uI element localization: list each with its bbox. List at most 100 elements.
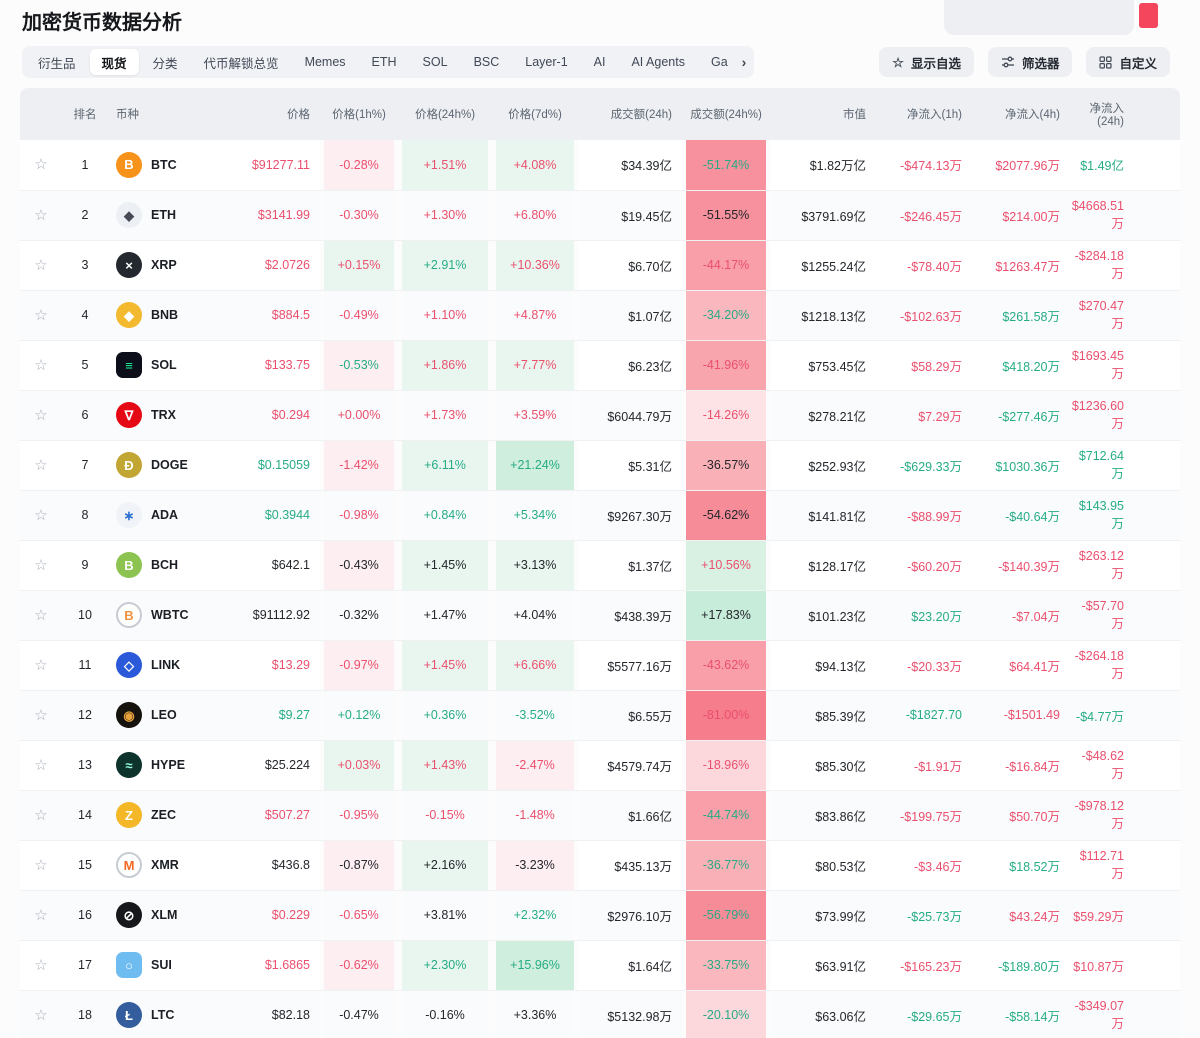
table-row[interactable]: ☆ 15 M XMR $436.8 -0.87% +2.16% -3.23% $435.13万 -… bbox=[20, 840, 1180, 891]
table-row[interactable]: ☆ 11 ◇ LINK $13.29 -0.97% +1.45% +6.66% $5577.16… bbox=[20, 640, 1180, 691]
change-1h-cell: -0.62% bbox=[320, 940, 398, 991]
filter-button[interactable]: 筛选器 bbox=[987, 47, 1073, 77]
tab-ai[interactable]: AI bbox=[582, 49, 618, 75]
favorite-star-icon[interactable]: ☆ bbox=[34, 406, 48, 424]
table-row[interactable]: ☆ 3 × XRP $2.0726 +0.15% +2.91% +10.36% $6.70亿 -4… bbox=[20, 240, 1180, 291]
cell-value: -0.97% bbox=[339, 658, 379, 672]
favorite-star-icon[interactable]: ☆ bbox=[34, 1006, 48, 1024]
favorite-star-icon[interactable]: ☆ bbox=[34, 806, 48, 824]
cell-value: +10.56% bbox=[701, 558, 751, 572]
column-header-market-cap[interactable]: 市值 bbox=[770, 88, 876, 140]
favorite-star-icon[interactable]: ☆ bbox=[34, 956, 48, 974]
favorite-star-icon[interactable]: ☆ bbox=[34, 156, 48, 174]
cell-value: +10.36% bbox=[510, 258, 560, 272]
coin-symbol: XRP bbox=[151, 258, 177, 272]
tab-spot[interactable]: 现货 bbox=[89, 49, 139, 75]
favorite-star-icon[interactable]: ☆ bbox=[34, 606, 48, 624]
tab-gamefi[interactable]: Ga bbox=[699, 49, 740, 75]
table-row[interactable]: ☆ 1 B BTC $91277.11 -0.28% +1.51% +4.08% $34.39亿… bbox=[20, 140, 1180, 191]
favorite-star-icon[interactable]: ☆ bbox=[34, 356, 48, 374]
cell-value: +4.87% bbox=[513, 308, 557, 322]
column-header-change-1h[interactable]: 价格(1h%) bbox=[320, 88, 398, 140]
cell-value: +0.36% bbox=[423, 708, 467, 722]
favorite-star-icon[interactable]: ☆ bbox=[34, 556, 48, 574]
table-row[interactable]: ☆ 10 B WBTC $91112.92 -0.32% +1.47% +4.04% $438.… bbox=[20, 590, 1180, 641]
cell-value: $85.30亿 bbox=[815, 759, 866, 774]
table-row[interactable]: ☆ 9 B BCH $642.1 -0.43% +1.45% +3.13% $1.37亿 +10.… bbox=[20, 540, 1180, 591]
tab-derivatives[interactable]: 衍生品 bbox=[26, 49, 88, 75]
favorite-star-icon[interactable]: ☆ bbox=[34, 906, 48, 924]
volume-change-24h-cell: -20.10% bbox=[682, 990, 770, 1038]
column-header-change-24h[interactable]: 价格(24h%) bbox=[398, 88, 492, 140]
cell-value: $4579.74万 bbox=[607, 759, 672, 774]
cell-value: +0.03% bbox=[337, 758, 381, 772]
favorite-star-icon[interactable]: ☆ bbox=[34, 756, 48, 774]
tab-sol[interactable]: SOL bbox=[411, 49, 460, 75]
netflow-1h-cell: $7.29万 bbox=[876, 390, 972, 441]
table-row[interactable]: ☆ 12 ◉ LEO $9.27 +0.12% +0.36% -3.52% $6.55万 -81.… bbox=[20, 690, 1180, 741]
customize-button[interactable]: 自定义 bbox=[1086, 47, 1170, 77]
tab-layer-1[interactable]: Layer-1 bbox=[513, 49, 579, 75]
column-header-change-7d[interactable]: 价格(7d%) bbox=[492, 88, 578, 140]
price-cell: $3141.99 bbox=[236, 190, 320, 241]
column-header-volume-24h[interactable]: 成交额(24h) bbox=[578, 88, 682, 140]
change-1h-cell: +0.12% bbox=[320, 690, 398, 741]
tab-bsc[interactable]: BSC bbox=[462, 49, 512, 75]
table-row[interactable]: ☆ 7 Ð DOGE $0.15059 -1.42% +6.11% +21.24% $5.31亿… bbox=[20, 440, 1180, 491]
cell-value: +0.00% bbox=[337, 408, 381, 422]
search-box[interactable] bbox=[944, 0, 1134, 35]
search-input[interactable] bbox=[964, 7, 1129, 27]
table-row[interactable]: ☆ 17 ○ SUI $1.6865 -0.62% +2.30% +15.96% $1.64亿 -… bbox=[20, 940, 1180, 991]
column-header-coin[interactable]: 币种 bbox=[108, 88, 236, 140]
column-header-netflow-24h[interactable]: 净流入(24h) bbox=[1070, 88, 1180, 140]
column-header-favorite bbox=[20, 88, 62, 140]
tab-memes[interactable]: Memes bbox=[293, 49, 358, 75]
market-cap-cell: $141.81亿 bbox=[770, 490, 876, 541]
column-header-volume-change-24h[interactable]: 成交额(24h%) bbox=[682, 88, 770, 140]
cell-value: -3.23% bbox=[515, 858, 555, 872]
change-24h-cell: +6.11% bbox=[398, 440, 492, 491]
column-header-netflow-4h[interactable]: 净流入(4h) bbox=[972, 88, 1070, 140]
rank-cell: 12 bbox=[62, 690, 108, 741]
favorite-star-icon[interactable]: ☆ bbox=[34, 656, 48, 674]
market-cap-cell: $128.17亿 bbox=[770, 540, 876, 591]
netflow-24h-cell: -$48.62万 bbox=[1070, 740, 1180, 791]
favorite-star-icon[interactable]: ☆ bbox=[34, 306, 48, 324]
favorite-star-icon[interactable]: ☆ bbox=[34, 706, 48, 724]
favorite-star-icon[interactable]: ☆ bbox=[34, 856, 48, 874]
table-row[interactable]: ☆ 4 ◆ BNB $884.5 -0.49% +1.10% +4.87% $1.07亿 -34.… bbox=[20, 290, 1180, 341]
market-cap-cell: $85.30亿 bbox=[770, 740, 876, 791]
show-favorites-button[interactable]: ☆ 显示自选 bbox=[879, 47, 974, 77]
table-row[interactable]: ☆ 8 ∗ ADA $0.3944 -0.98% +0.84% +5.34% $9267.30万… bbox=[20, 490, 1180, 541]
tab-categories[interactable]: 分类 bbox=[141, 49, 190, 75]
tab-ai-agents[interactable]: AI Agents bbox=[619, 49, 697, 75]
tab-eth[interactable]: ETH bbox=[360, 49, 409, 75]
favorite-star-icon[interactable]: ☆ bbox=[34, 506, 48, 524]
cell-value: -51.74% bbox=[702, 157, 750, 172]
eth-coin-icon: ◆ bbox=[116, 202, 142, 228]
tabs-overflow-chevron-icon[interactable]: › bbox=[741, 54, 747, 70]
favorite-star-icon[interactable]: ☆ bbox=[34, 256, 48, 274]
netflow-4h-cell: -$277.46万 bbox=[972, 390, 1070, 441]
favorite-star-icon[interactable]: ☆ bbox=[34, 456, 48, 474]
change-24h-cell: +1.86% bbox=[398, 340, 492, 391]
favorite-star-icon[interactable]: ☆ bbox=[34, 206, 48, 224]
volume-24h-cell: $6.55万 bbox=[578, 690, 682, 741]
table-row[interactable]: ☆ 18 Ł LTC $82.18 -0.47% -0.16% +3.36% $5132.98万… bbox=[20, 990, 1180, 1038]
cell-value: $1218.13亿 bbox=[801, 309, 866, 324]
column-header-rank[interactable]: 排名 bbox=[62, 88, 108, 140]
sui-coin-icon: ○ bbox=[116, 952, 142, 978]
market-cap-cell: $94.13亿 bbox=[770, 640, 876, 691]
table-row[interactable]: ☆ 14 Z ZEC $507.27 -0.95% -0.15% -1.48% $1.66亿 -4… bbox=[20, 790, 1180, 841]
table-row[interactable]: ☆ 5 ≡ SOL $133.75 -0.53% +1.86% +7.77% $6.23亿 -41… bbox=[20, 340, 1180, 391]
column-header-price[interactable]: 价格 bbox=[236, 88, 320, 140]
table-row[interactable]: ☆ 2 ◆ ETH $3141.99 -0.30% +1.30% +6.80% $19.45亿 -… bbox=[20, 190, 1180, 241]
table-row[interactable]: ☆ 16 ⊘ XLM $0.229 -0.65% +3.81% +2.32% $2976.10万… bbox=[20, 890, 1180, 941]
table-row[interactable]: ☆ 6 ∇ TRX $0.294 +0.00% +1.73% +3.59% $6044.79万 -… bbox=[20, 390, 1180, 441]
tab-token-unlocks[interactable]: 代币解锁总览 bbox=[192, 49, 291, 75]
cell-value: +1.47% bbox=[423, 608, 467, 622]
market-cap-cell: $101.23亿 bbox=[770, 590, 876, 641]
column-header-netflow-1h[interactable]: 净流入(1h) bbox=[876, 88, 972, 140]
table-row[interactable]: ☆ 13 ≈ HYPE $25.224 +0.03% +1.43% -2.47% $4579.7… bbox=[20, 740, 1180, 791]
